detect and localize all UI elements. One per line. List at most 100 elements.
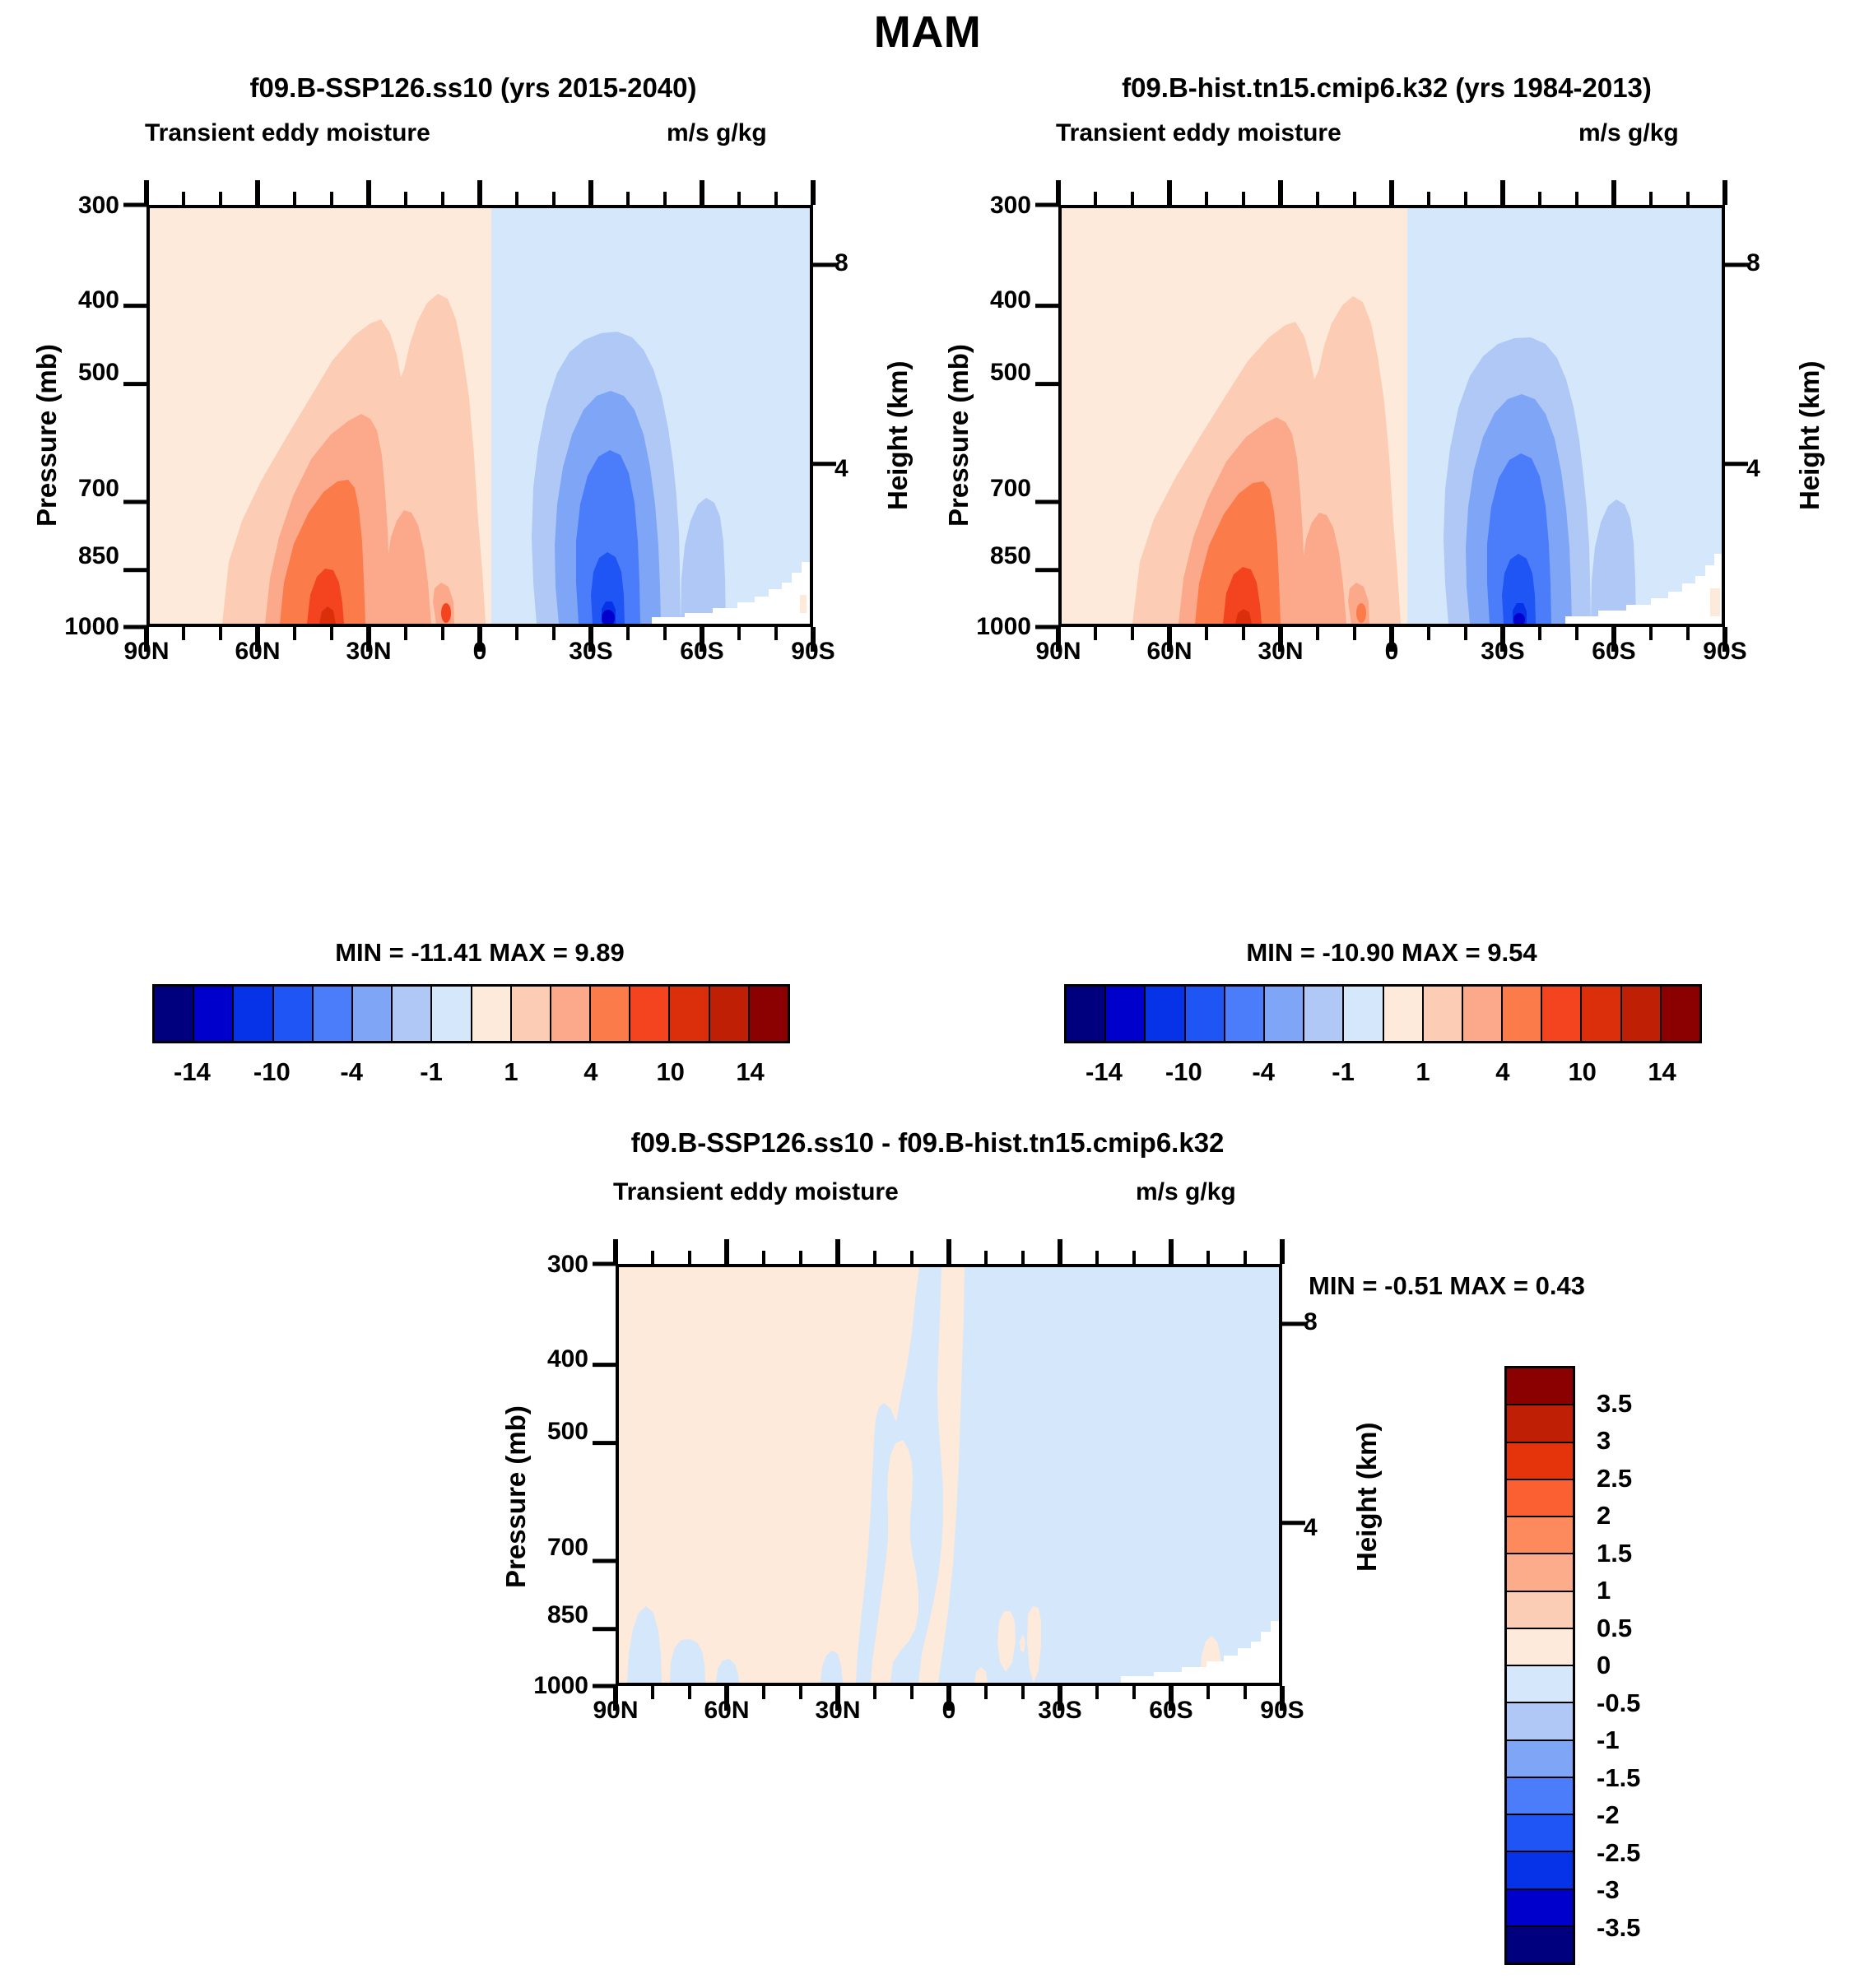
panel-top-left-plot-area xyxy=(146,205,813,627)
colorbar-cell xyxy=(352,987,393,1041)
colorbar-cell xyxy=(1383,987,1424,1041)
ytick-1000-b: 1000 xyxy=(533,1672,588,1699)
panel-bottom-plot-area xyxy=(616,1264,1282,1686)
xtick-30S: 30S xyxy=(569,638,613,665)
colorbar-cell xyxy=(472,987,512,1041)
colorbar-cell xyxy=(1507,1591,1573,1629)
panel-bottom-subtitle: Transient eddy moisture xyxy=(613,1178,899,1205)
colorbar-cell xyxy=(709,987,750,1041)
ytick-700: 700 xyxy=(77,475,119,502)
colorbar-cell xyxy=(1507,1405,1573,1443)
colorbar-tick-label: 1.5 xyxy=(1597,1538,1633,1568)
colorbar-cell xyxy=(273,987,314,1041)
colorbar-tick-label: 1 xyxy=(1597,1576,1611,1605)
panel-bottom-minmax: MIN = -0.51 MAX = 0.43 xyxy=(1309,1271,1585,1300)
xtick-90S-b: 90S xyxy=(1260,1697,1304,1724)
colorbar-cell xyxy=(591,987,631,1041)
colorbar-cell xyxy=(1225,987,1265,1041)
panel-top-right-units: m/s g/kg xyxy=(1578,119,1679,146)
colorbar-cell xyxy=(1507,1740,1573,1778)
colorbar-cell xyxy=(313,987,353,1041)
colorbar-top-right[interactable] xyxy=(1064,984,1702,1043)
figure-title: MAM xyxy=(873,7,982,57)
ytick-700-r: 700 xyxy=(989,475,1031,502)
colorbar-tick-label: -10 xyxy=(1165,1057,1202,1086)
ytick-500-b: 500 xyxy=(546,1418,588,1445)
xtick-60N-b: 60N xyxy=(704,1697,750,1724)
panel-top-right-height-axis-label: Height (km) xyxy=(1794,360,1825,511)
ytick-height-4-b: 4 xyxy=(1304,1514,1318,1541)
colorbar-cell xyxy=(1264,987,1305,1041)
colorbar-cell xyxy=(1344,987,1384,1041)
colorbar-cell xyxy=(1146,987,1186,1041)
colorbar-cell xyxy=(1582,987,1622,1041)
colorbar-bottom-diff[interactable] xyxy=(1504,1366,1575,1965)
colorbar-cell xyxy=(1462,987,1504,1041)
xtick-0: 0 xyxy=(472,638,487,665)
colorbar-tick-label: -14 xyxy=(1086,1057,1123,1086)
xtick-90S: 90S xyxy=(791,638,835,665)
colorbar-cell xyxy=(1621,987,1662,1041)
panel-bottom-title: f09.B-SSP126.ss10 - f09.B-hist.tn15.cmip… xyxy=(630,1127,1225,1158)
colorbar-tick-label: 4 xyxy=(583,1057,598,1086)
ytick-300: 300 xyxy=(77,192,119,219)
ytick-height-4-r: 4 xyxy=(1746,455,1760,482)
ytick-300-b: 300 xyxy=(546,1251,588,1278)
xtick-60N-r: 60N xyxy=(1146,638,1192,665)
colorbar-cell xyxy=(670,987,710,1041)
ytick-height-8: 8 xyxy=(835,249,848,276)
colorbar-cell xyxy=(1507,1479,1573,1517)
ytick-400-b: 400 xyxy=(546,1345,588,1373)
colorbar-tick-label: -3 xyxy=(1597,1875,1620,1904)
panel-top-left-units: m/s g/kg xyxy=(667,119,767,146)
ytick-500-r: 500 xyxy=(989,359,1031,386)
panel-bottom-units: m/s g/kg xyxy=(1136,1178,1236,1205)
colorbar-cell xyxy=(1661,987,1699,1041)
xtick-90N-b: 90N xyxy=(593,1697,639,1724)
colorbar-tick-label: 1 xyxy=(1416,1057,1430,1086)
colorbar-cell xyxy=(1304,987,1345,1041)
colorbar-cell xyxy=(551,987,592,1041)
colorbar-tick-label: 4 xyxy=(1495,1057,1510,1086)
colorbar-cell xyxy=(1507,1815,1573,1853)
colorbar-top-left[interactable] xyxy=(152,984,790,1043)
panel-top-right-minmax: MIN = -10.90 MAX = 9.54 xyxy=(1246,938,1537,967)
colorbar-bottom-diff-labels: 3.5 3 2.5 2 1.5 1 0.5 0 -0.5 -1 -1.5 -2 -2.5 -3 -3.5 xyxy=(1597,1366,1761,1965)
contour-field-top-left xyxy=(150,208,810,624)
colorbar-cell xyxy=(155,987,195,1041)
panel-top-left-title: f09.B-SSP126.ss10 (yrs 2015-2040) xyxy=(249,72,697,103)
colorbar-cell xyxy=(1507,1777,1573,1815)
colorbar-cell xyxy=(1067,987,1107,1041)
colorbar-tick-label: 2 xyxy=(1597,1501,1611,1530)
panel-top-left-height-axis-label: Height (km) xyxy=(882,360,913,511)
colorbar-cell xyxy=(1503,987,1543,1041)
colorbar-cell xyxy=(1423,987,1463,1041)
colorbar-tick-label: -3.5 xyxy=(1597,1912,1641,1942)
ytick-300-r: 300 xyxy=(989,192,1031,219)
colorbar-tick-label: 1 xyxy=(504,1057,518,1086)
xtick-60N: 60N xyxy=(235,638,281,665)
colorbar-tick-label: -10 xyxy=(253,1057,291,1086)
colorbar-tick-label: 0 xyxy=(1597,1651,1611,1679)
colorbar-cell xyxy=(1507,1368,1573,1406)
ytick-1000: 1000 xyxy=(64,613,119,640)
colorbar-tick-label: -1.5 xyxy=(1597,1763,1641,1792)
colorbar-cell xyxy=(1507,1926,1573,1962)
ytick-400: 400 xyxy=(77,286,119,314)
colorbar-cell xyxy=(194,987,235,1041)
contour-field-top-right xyxy=(1062,208,1722,624)
panel-top-right-title: f09.B-hist.tn15.cmip6.k32 (yrs 1984-2013… xyxy=(1122,72,1652,103)
ytick-height-8-b: 8 xyxy=(1304,1308,1318,1335)
panel-top-right-plot-area xyxy=(1058,205,1725,627)
colorbar-cell xyxy=(1106,987,1146,1041)
ytick-height-4: 4 xyxy=(835,455,848,482)
colorbar-cell xyxy=(1507,1852,1573,1890)
colorbar-tick-label: 10 xyxy=(656,1057,685,1086)
colorbar-cell xyxy=(1507,1889,1573,1927)
colorbar-tick-label: 10 xyxy=(1568,1057,1597,1086)
colorbar-cell xyxy=(1507,1554,1573,1592)
xtick-90N-r: 90N xyxy=(1035,638,1081,665)
panel-bottom-height-axis-label: Height (km) xyxy=(1351,1422,1382,1572)
colorbar-tick-label: 14 xyxy=(1648,1057,1676,1086)
xtick-0-r: 0 xyxy=(1384,638,1399,665)
